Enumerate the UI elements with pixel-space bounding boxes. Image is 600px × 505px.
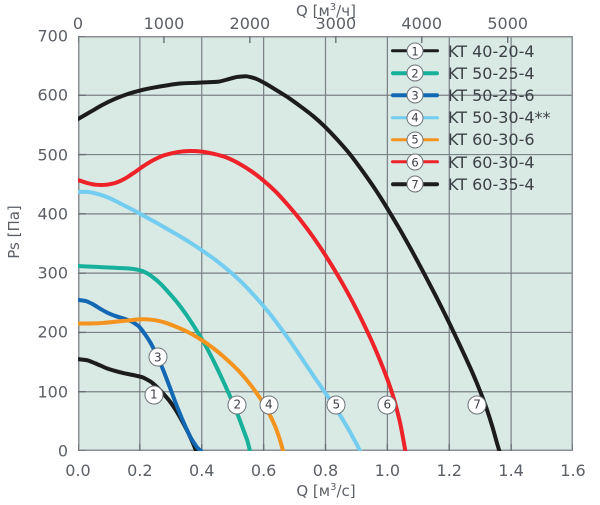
- curve-marker-5: 5: [326, 395, 346, 415]
- bottom-tick-label: 0.8: [312, 461, 339, 480]
- top-axis-title-text: Q [м3/ч]: [296, 2, 356, 20]
- y-tick-label: 700: [37, 26, 68, 46]
- legend-badge-6: 6: [406, 153, 424, 171]
- legend-key-3: 3: [391, 84, 439, 106]
- legend-label-7: KT 60-35-4: [448, 174, 535, 194]
- top-tick-label: 4000: [401, 14, 443, 33]
- bottom-axis-title-text: Q [м3/c]: [296, 482, 356, 500]
- legend-key-2: 2: [391, 62, 439, 84]
- legend-badge-3: 3: [406, 86, 424, 104]
- curve-7: [78, 74, 502, 451]
- legend-item-3: 3 KT 50-25-6: [391, 84, 551, 106]
- bottom-tick-label: 1.0: [374, 461, 401, 480]
- legend-label-3: KT 50-25-6: [448, 85, 535, 105]
- top-tick-label: 2000: [229, 14, 271, 33]
- legend-label-1: KT 40-20-4: [448, 41, 535, 61]
- bottom-tick-label: 0.6: [250, 461, 277, 480]
- legend-badge-7: 7: [406, 175, 424, 193]
- curve-marker-7: 7: [467, 395, 487, 415]
- bottom-tick-label: 1.6: [560, 461, 586, 480]
- curve-6: [78, 149, 408, 451]
- curve-marker-4: 4: [259, 395, 279, 415]
- legend-item-5: 5 KT 60-30-6: [391, 129, 551, 151]
- y-axis-title-text: Ps [Па]: [5, 205, 23, 259]
- legend-badge-1: 1: [406, 42, 424, 60]
- bottom-tick-label: 0.2: [127, 461, 153, 480]
- y-tick-label: 600: [37, 85, 68, 105]
- legend-label-6: KT 60-30-4: [448, 152, 535, 172]
- legend-key-7: 7: [391, 173, 439, 195]
- y-tick-label: 500: [37, 145, 68, 165]
- legend-item-6: 6 KT 60-30-4: [391, 151, 551, 173]
- top-tick-label: 1000: [143, 14, 185, 33]
- top-tick-label: 5000: [487, 14, 529, 33]
- legend-badge-2: 2: [406, 64, 424, 82]
- legend-item-1: 1 KT 40-20-4: [391, 40, 551, 62]
- bottom-tick-label: 1.2: [436, 461, 462, 480]
- curve-marker-2: 2: [227, 395, 247, 415]
- bottom-axis-title: Q [м3/c]: [296, 482, 355, 500]
- legend-label-4: KT 50-30-4**: [448, 108, 551, 128]
- curve-marker-1: 1: [144, 385, 164, 405]
- y-tick-label: 300: [37, 263, 68, 283]
- curve-marker-6: 6: [377, 395, 397, 415]
- legend-badge-4: 4: [406, 109, 424, 127]
- y-tick-label: 0: [57, 441, 68, 461]
- legend-key-6: 6: [391, 151, 439, 173]
- legend-badge-5: 5: [406, 131, 424, 149]
- legend-item-4: 4 KT 50-30-4**: [391, 107, 551, 129]
- legend-label-2: KT 50-25-4: [448, 63, 535, 83]
- bottom-tick-label: 0.0: [65, 461, 91, 480]
- legend-item-7: 7 KT 60-35-4: [391, 173, 551, 195]
- curve-marker-3: 3: [148, 347, 168, 367]
- y-axis-title: Ps [Па]: [5, 205, 23, 259]
- legend-key-4: 4: [391, 107, 439, 129]
- top-tick-label: 0: [72, 14, 84, 33]
- curve-4: [78, 189, 363, 451]
- curve-3: [78, 297, 204, 451]
- legend-label-5: KT 60-30-6: [448, 130, 535, 150]
- legend-item-2: 2 KT 50-25-4: [391, 62, 551, 84]
- y-tick-label: 200: [37, 322, 68, 342]
- legend-key-5: 5: [391, 129, 439, 151]
- bottom-tick-label: 0.4: [189, 461, 215, 480]
- curves-layer: [78, 74, 502, 451]
- top-tick-label: 3000: [315, 14, 357, 33]
- legend-key-1: 1: [391, 40, 439, 62]
- y-tick-label: 100: [37, 382, 68, 402]
- y-tick-label: 400: [37, 204, 68, 224]
- bottom-tick-label: 1.4: [498, 461, 524, 480]
- curve-5: [78, 317, 286, 451]
- top-axis-title: Q [м3/ч]: [296, 2, 356, 20]
- legend: 1 KT 40-20-4 2 KT 50-25-4 3 KT 50-25-6 4 KT 50-…: [387, 38, 555, 197]
